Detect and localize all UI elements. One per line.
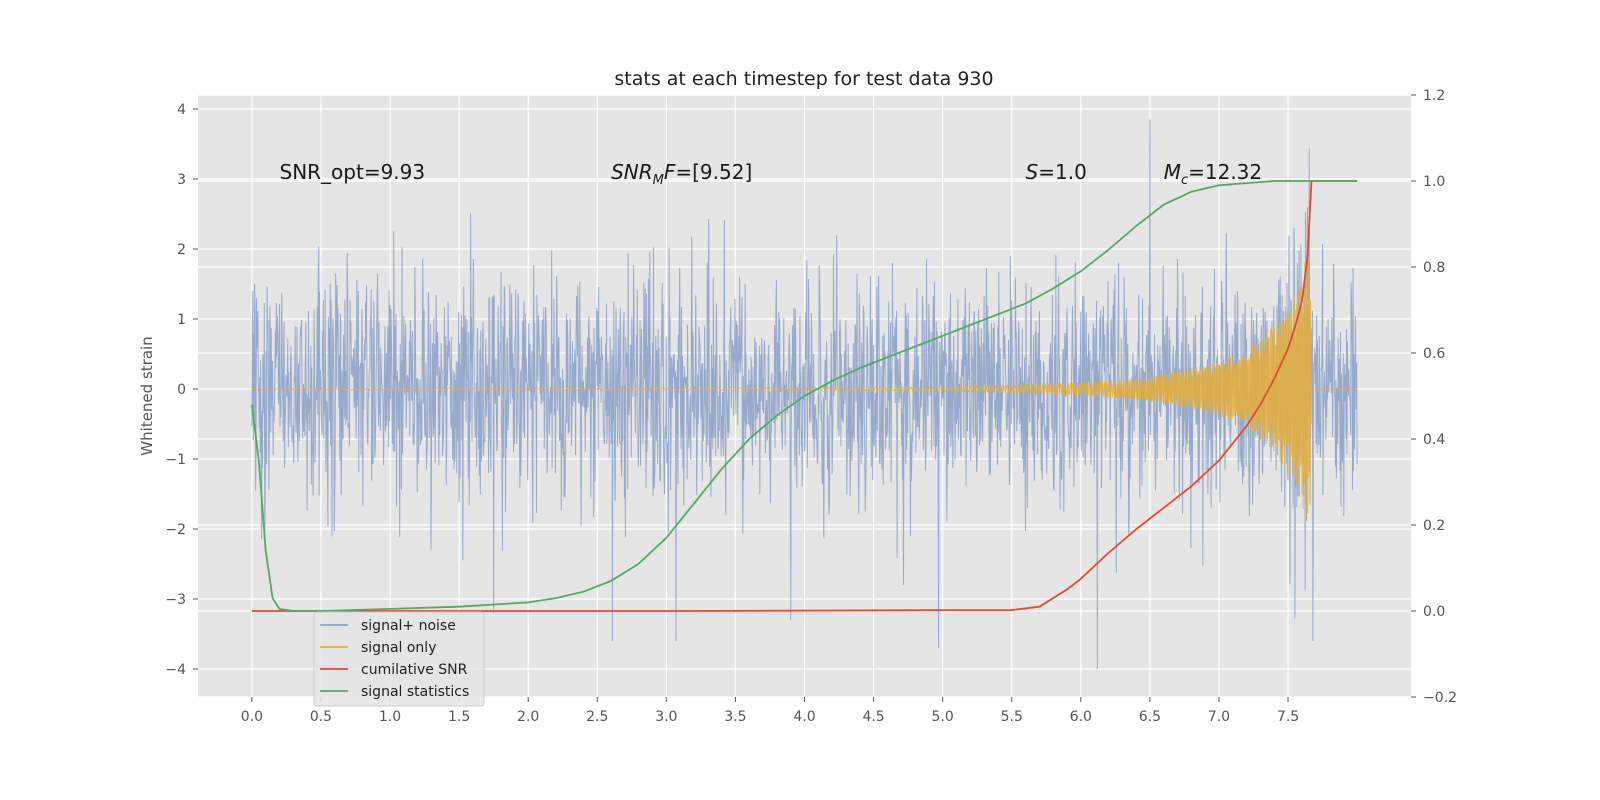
legend-label: signal statistics (361, 684, 469, 700)
legend-label: cumilative SNR (361, 662, 468, 678)
x-tick-label: 2.0 (517, 709, 539, 725)
signal-only-series (251, 252, 1358, 519)
legend-label: signal only (361, 640, 436, 656)
y-tick-label: 0 (177, 382, 186, 398)
y2-tick-label: 0.0 (1423, 604, 1445, 620)
y2-tick-label: 0.2 (1423, 518, 1445, 534)
y2-tick-label: −0.2 (1423, 690, 1457, 706)
y2-axis-ticks: −0.2 0.0 0.2 0.4 0.6 0.8 1.0 1.2 (1411, 88, 1457, 706)
chart-title: stats at each timestep for test data 930 (614, 68, 993, 90)
y-axis-label: Whitened strain (138, 336, 156, 455)
x-tick-label: 4.5 (862, 709, 884, 725)
y-tick-label: 4 (177, 102, 186, 118)
x-tick-label: 2.5 (586, 709, 608, 725)
annotation-3: Mc=12.32 (1164, 160, 1262, 188)
signal-noise-series (251, 119, 1358, 670)
x-tick-label: 6.5 (1139, 709, 1161, 725)
legend: signal+ noise signal only cumilative SNR si… (313, 611, 485, 707)
x-tick-label: 5.5 (1001, 709, 1023, 725)
y2-tick-label: 1.0 (1423, 174, 1445, 190)
y-axis-ticks: −4 −3 −2 −1 0 1 2 3 4 (165, 102, 198, 678)
annotation-0: SNR_opt=9.93 (280, 160, 426, 184)
y-tick-label: −4 (165, 662, 186, 678)
right-axis-series (251, 180, 1358, 612)
signal-statistics-line (251, 180, 1358, 612)
annotation-1: SNRMF=[9.52] (611, 160, 752, 188)
x-tick-label: 1.0 (379, 709, 401, 725)
annotation-2: S=1.0 (1026, 160, 1087, 184)
x-axis-ticks: 0.0 0.5 1.0 1.5 2.0 2.5 3.0 3.5 4.0 4.5 5.0 5.5 6.0 6… (241, 697, 1299, 725)
legend-box (313, 611, 485, 707)
y-tick-label: −3 (165, 592, 186, 608)
x-tick-label: 3.5 (724, 709, 746, 725)
y2-tick-label: 0.4 (1423, 432, 1445, 448)
x-tick-label: 0.5 (310, 709, 332, 725)
legend-label: signal+ noise (361, 618, 456, 634)
x-tick-label: 1.5 (448, 709, 470, 725)
y-tick-label: 2 (177, 242, 186, 258)
x-tick-label: 5.0 (932, 709, 954, 725)
annotations: SNR_opt=9.93 SNRMF=[9.52] S=1.0 Mc=12.32 (280, 160, 1263, 188)
x-tick-label: 7.0 (1208, 709, 1230, 725)
cumilative-snr-line (251, 180, 1358, 612)
y-tick-label: −1 (165, 452, 186, 468)
y2-tick-label: 0.8 (1423, 260, 1445, 276)
x-tick-label: 7.5 (1277, 709, 1299, 725)
y-tick-label: 3 (177, 172, 186, 188)
y2-tick-label: 0.6 (1423, 346, 1445, 362)
x-tick-label: 3.0 (655, 709, 677, 725)
x-tick-label: 4.0 (793, 709, 815, 725)
y-tick-label: 1 (177, 312, 186, 328)
signal-only-line (251, 252, 1358, 519)
x-tick-label: 0.0 (241, 709, 263, 725)
signal-noise-line (251, 119, 1358, 670)
y-tick-label: −2 (165, 522, 186, 538)
x-tick-label: 6.0 (1070, 709, 1092, 725)
y2-tick-label: 1.2 (1423, 88, 1445, 104)
